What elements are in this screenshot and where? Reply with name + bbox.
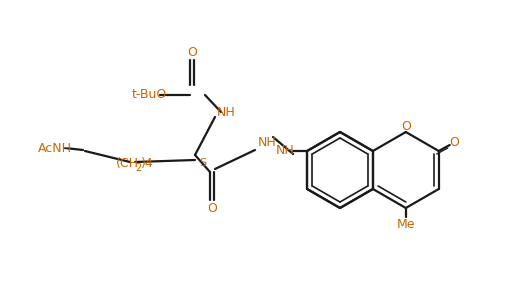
Text: NH: NH — [257, 135, 277, 149]
Text: AcNH: AcNH — [38, 142, 72, 154]
Text: (CH: (CH — [116, 158, 139, 171]
Text: O: O — [401, 120, 410, 134]
Text: O: O — [187, 45, 197, 59]
Text: 2: 2 — [135, 163, 141, 173]
Text: O: O — [449, 137, 459, 149]
Text: S: S — [200, 158, 207, 168]
Text: NH: NH — [217, 105, 235, 118]
Text: )4: )4 — [141, 158, 154, 171]
Text: NH: NH — [276, 144, 295, 158]
Text: O: O — [207, 202, 217, 214]
Text: t-BuO: t-BuO — [132, 88, 168, 101]
Text: Me: Me — [397, 217, 415, 231]
